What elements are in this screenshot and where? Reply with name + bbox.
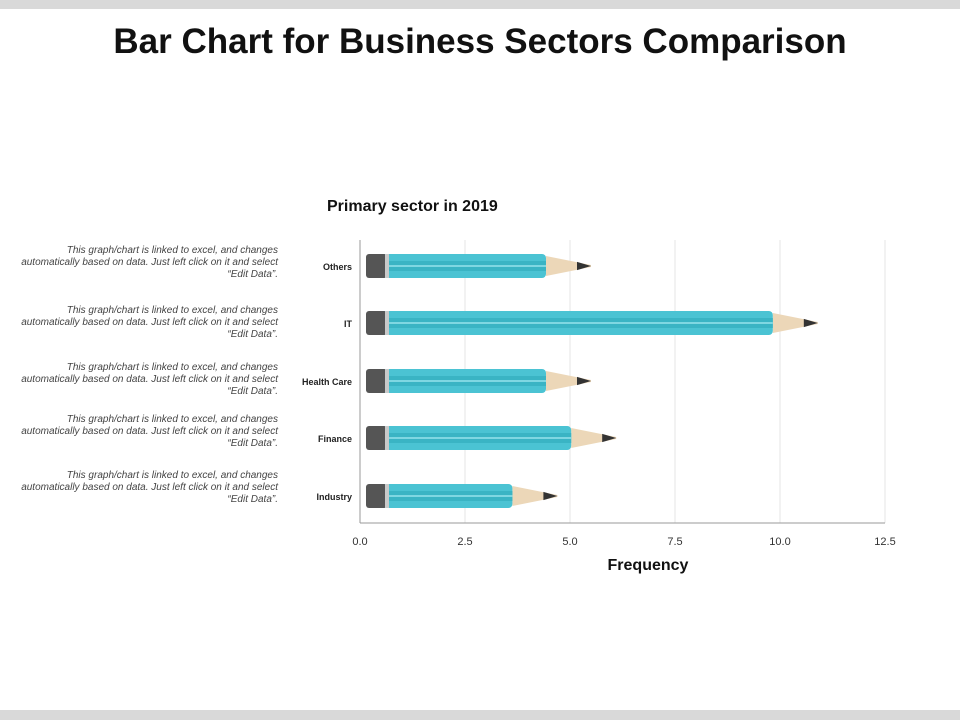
x-tick-label: 10.0: [769, 536, 790, 548]
page-title: Bar Chart for Business Sectors Compariso…: [113, 22, 847, 61]
pencil-lead: [577, 376, 591, 386]
category-label: Industry: [316, 492, 352, 502]
pencil-bar: [366, 311, 818, 335]
pencil-ferrule: [385, 484, 389, 508]
category-label: Health Care: [302, 377, 352, 387]
x-tick-label: 12.5: [874, 536, 895, 548]
pencil-highlight: [374, 437, 572, 439]
pencil-eraser: [366, 311, 387, 335]
pencil-bar: [366, 484, 558, 508]
note-text: This graph/chart is linked to excel, and…: [21, 470, 278, 505]
x-tick-label: 7.5: [667, 536, 682, 548]
pencil-highlight: [374, 380, 546, 382]
pencil-wood: [772, 313, 818, 333]
pencil-highlight: [374, 265, 546, 267]
category-label: Finance: [318, 434, 352, 444]
pencil-highlight: [374, 322, 773, 324]
pencil-lead: [543, 491, 558, 501]
note-text: This graph/chart is linked to excel, and…: [21, 362, 278, 397]
x-tick-label: 5.0: [562, 536, 577, 548]
x-axis-label: Frequency: [608, 557, 689, 574]
pencil-ferrule: [385, 254, 389, 278]
bottom-band: [0, 710, 960, 720]
pencil-wood: [546, 371, 591, 391]
pencil-wood: [571, 428, 617, 448]
pencil-eraser: [366, 426, 387, 450]
category-label: IT: [344, 319, 353, 329]
pencil-wood: [546, 256, 591, 276]
pencil-eraser: [366, 254, 387, 278]
chart-title: Primary sector in 2019: [327, 198, 498, 215]
pencil-lead: [602, 433, 617, 443]
pencil-lead: [803, 318, 818, 328]
pencil-lead: [577, 261, 591, 271]
pencil-ferrule: [385, 369, 389, 393]
pencil-eraser: [366, 369, 387, 393]
pencil-bar: [366, 369, 591, 393]
pencil-wood: [512, 486, 558, 506]
pencil-eraser: [366, 484, 387, 508]
category-label: Others: [323, 262, 352, 272]
note-text: This graph/chart is linked to excel, and…: [21, 245, 278, 280]
top-band: [0, 0, 960, 9]
x-tick-label: 2.5: [457, 536, 472, 548]
note-text: This graph/chart is linked to excel, and…: [21, 305, 278, 340]
pencil-bar: [366, 426, 617, 450]
pencil-highlight: [374, 495, 513, 497]
x-tick-label: 0.0: [352, 536, 367, 548]
note-text: This graph/chart is linked to excel, and…: [21, 414, 278, 449]
pencil-bar: [366, 254, 591, 278]
pencil-ferrule: [385, 426, 389, 450]
pencil-ferrule: [385, 311, 389, 335]
